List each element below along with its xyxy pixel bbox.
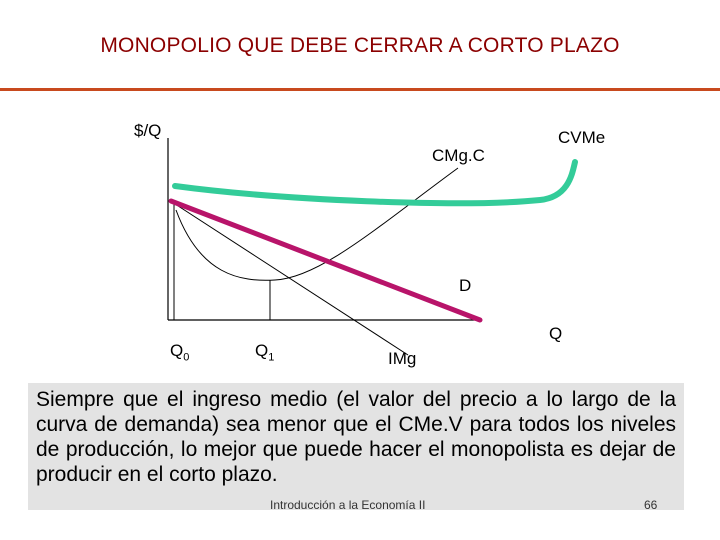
img-line bbox=[171, 201, 409, 356]
q1-label-base: Q bbox=[255, 341, 269, 360]
q1-label-sub: 1 bbox=[268, 351, 275, 364]
cvme-label: CVMe bbox=[558, 128, 606, 147]
cmgc-label: CMg.C bbox=[432, 146, 485, 165]
cvme-curve bbox=[172, 159, 578, 207]
footer-course: Introducción a la Economía II bbox=[270, 498, 426, 512]
title-underline bbox=[0, 88, 720, 91]
q0-label: Q0 bbox=[170, 341, 189, 363]
cmgc-curve bbox=[175, 167, 459, 281]
img-label: IMg bbox=[388, 349, 417, 368]
slide-title: MONOPOLIO QUE DEBE CERRAR A CORTO PLAZO bbox=[100, 34, 620, 57]
x-axis-label: Q bbox=[549, 324, 563, 343]
q0-label-sub: 0 bbox=[183, 351, 190, 364]
q1-label: Q1 bbox=[255, 341, 274, 363]
page-number: 66 bbox=[644, 498, 658, 512]
explanation-text: Siempre que el ingreso medio (el valor d… bbox=[28, 383, 684, 510]
q0-label-base: Q bbox=[170, 341, 184, 360]
demand-line bbox=[168, 198, 483, 323]
demand-label: D bbox=[459, 276, 472, 295]
y-axis-label: $/Q bbox=[134, 121, 162, 140]
